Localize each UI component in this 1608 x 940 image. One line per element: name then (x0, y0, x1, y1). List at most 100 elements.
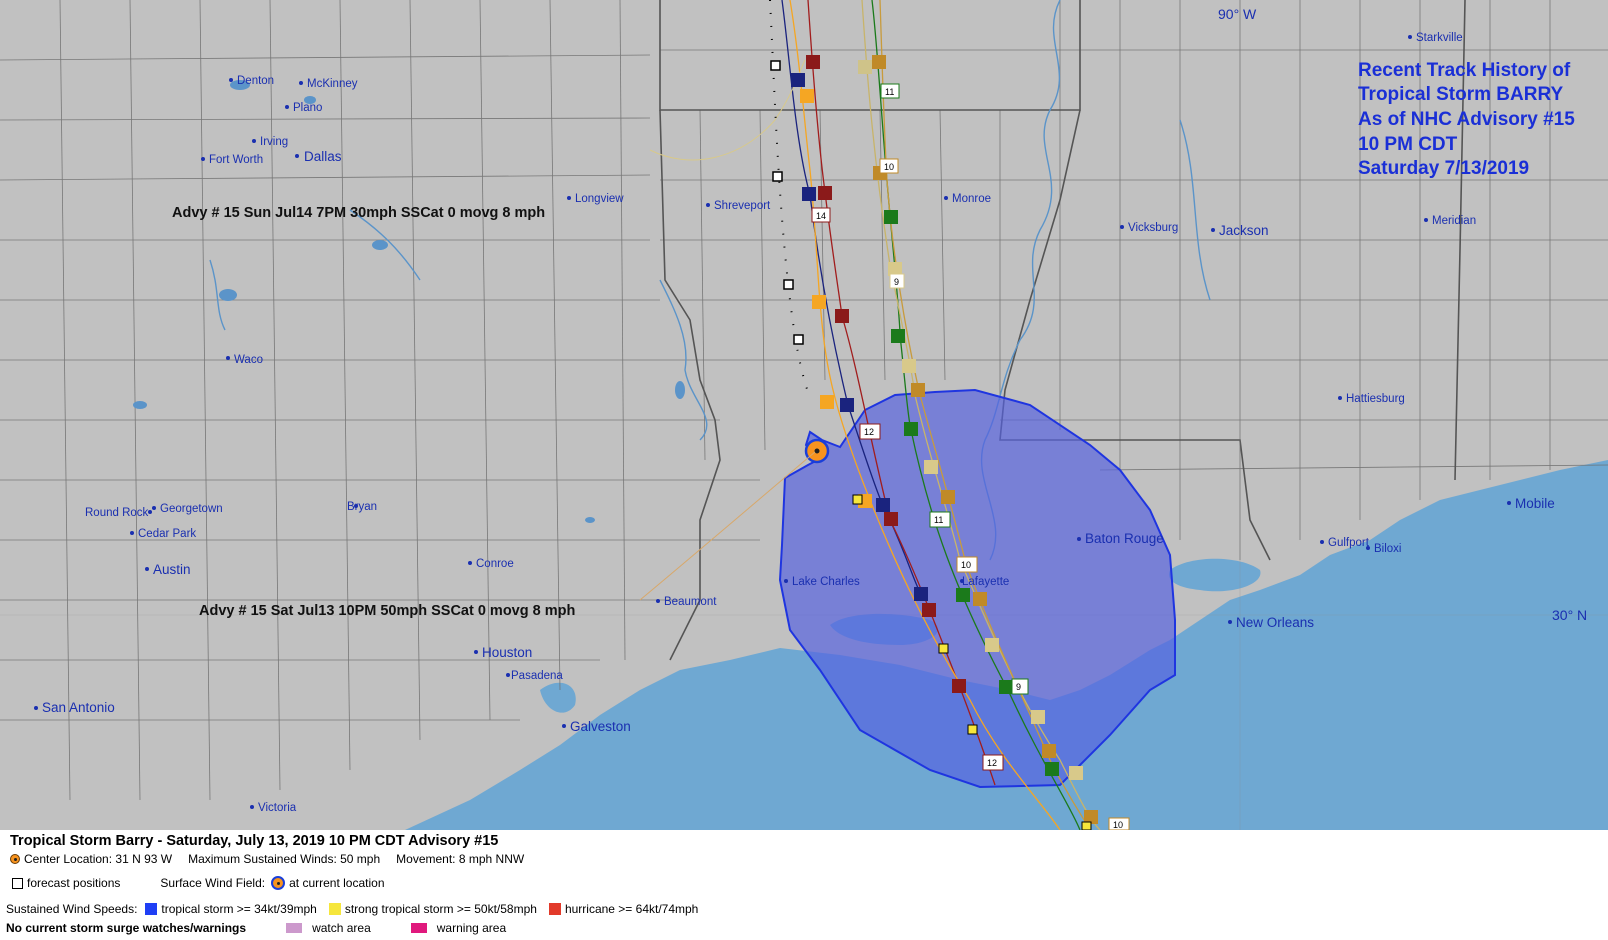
city-label: Meridian (1432, 215, 1476, 227)
track-point (985, 638, 999, 652)
hurricane-swatch (548, 903, 561, 915)
watch-area-label: watch area (312, 921, 371, 935)
city-label: Round Rock (85, 507, 149, 519)
title-line: Recent Track History of (1358, 60, 1571, 81)
forecast-point (967, 724, 978, 735)
forecast-point (783, 279, 794, 290)
city-label: Waco (234, 354, 263, 366)
title-line: Tropical Storm BARRY (1358, 84, 1563, 105)
city-label: Austin (153, 562, 191, 577)
city-label: Monroe (952, 193, 991, 205)
lon-label: 90° W (1218, 6, 1257, 22)
track-point (924, 460, 938, 474)
current-location-icon (271, 876, 286, 890)
legend-row-wind-speeds: Sustained Wind Speeds: tropical storm >=… (6, 902, 698, 916)
hurricane-label: hurricane >= 64kt/74mph (564, 902, 699, 916)
track-point (922, 603, 936, 617)
city-label: Galveston (570, 719, 631, 734)
city-label: Pasadena (511, 670, 563, 682)
track-line-tan-thin-2 (639, 451, 816, 601)
city-label: Hattiesburg (1346, 393, 1405, 405)
sustained-wind-speeds-label: Sustained Wind Speeds: (6, 902, 138, 916)
track-point (840, 398, 854, 412)
current-center-marker (804, 438, 830, 464)
hour-label: 9 (1016, 682, 1021, 692)
track-point (941, 490, 955, 504)
legend-row-positions: forecast positions Surface Wind Field: a… (12, 876, 385, 890)
track-point (858, 60, 872, 74)
city-label: Fort Worth (209, 154, 263, 166)
city-label: Denton (237, 75, 274, 87)
track-point (820, 395, 834, 409)
forecast-point (772, 171, 783, 182)
city-label: Bryan (347, 501, 377, 513)
track-point (999, 680, 1013, 694)
track-point (1045, 762, 1059, 776)
track-point (791, 73, 805, 87)
track-point (876, 498, 890, 512)
track-line-orange (789, 0, 1061, 830)
forecast-box-icon (12, 877, 23, 889)
hour-label: 14 (816, 211, 826, 221)
hour-label: 12 (987, 758, 997, 768)
city-label: New Orleans (1236, 615, 1314, 630)
city-label: Vicksburg (1128, 222, 1178, 234)
track-point (891, 329, 905, 343)
city-label: McKinney (307, 78, 358, 90)
city-label: Cedar Park (138, 528, 196, 540)
watch-area-swatch (286, 923, 303, 933)
track-point (914, 587, 928, 601)
city-label: Dallas (304, 149, 342, 164)
strong-tropical-storm-swatch (328, 903, 341, 915)
city-label: Gulfport (1328, 537, 1370, 549)
hour-label: 11 (934, 515, 943, 525)
map-title-block: Recent Track History of Tropical Storm B… (1358, 60, 1575, 179)
track-hour-labels: 11 10 14 9 12 11 10 9 12 10 (811, 83, 1130, 830)
tropical-storm-label: tropical storm >= 34kt/39mph (161, 902, 317, 916)
city-labels: Denton McKinney Plano Irving Fort Worth … (34, 32, 1555, 814)
track-point (1084, 810, 1098, 824)
track-point (812, 295, 826, 309)
track-point (884, 210, 898, 224)
track-point (818, 186, 832, 200)
track-point (952, 679, 966, 693)
track-point (902, 359, 916, 373)
city-label: Lafayette (962, 576, 1009, 588)
legend-title: Tropical Storm Barry - Saturday, July 13… (10, 833, 499, 849)
title-line: As of NHC Advisory #15 (1358, 109, 1575, 130)
city-label: Jackson (1219, 223, 1269, 238)
advisory-annotation-forecast: Advy # 15 Sun Jul14 7PM 30mph SSCat 0 mo… (172, 205, 545, 221)
forecast-point (770, 60, 781, 71)
at-current-location-label: at current location (289, 876, 385, 890)
track-point (904, 422, 918, 436)
track-point (884, 512, 898, 526)
forecast-positions-label: forecast positions (27, 876, 121, 890)
gulf-of-mexico (405, 460, 1608, 830)
tropical-storm-swatch (145, 903, 158, 915)
track-point (802, 187, 816, 201)
city-label: San Antonio (42, 700, 115, 715)
hour-label: 11 (885, 87, 894, 97)
city-label: Georgetown (160, 503, 223, 515)
city-label: Beaumont (664, 596, 717, 608)
city-label: Biloxi (1374, 543, 1401, 555)
track-point (888, 262, 902, 276)
city-label: Shreveport (714, 200, 771, 212)
city-label: Houston (482, 645, 532, 660)
track-point (800, 89, 814, 103)
forecast-point (938, 643, 949, 654)
track-point (872, 55, 886, 69)
warning-area-label: warning area (436, 921, 507, 935)
track-point (973, 592, 987, 606)
title-line: Saturday 7/13/2019 (1358, 158, 1529, 179)
hour-label: 10 (1113, 820, 1123, 830)
city-label: Mobile (1515, 496, 1555, 511)
forecast-point (793, 334, 804, 345)
strong-tropical-storm-label: strong tropical storm >= 50kt/58mph (344, 902, 537, 916)
legend-row-surge: No current storm surge watches/warnings … (6, 921, 506, 935)
legend-panel: Tropical Storm Barry - Saturday, July 13… (0, 830, 1608, 940)
forecast-point (1081, 821, 1092, 830)
surge-status: No current storm surge watches/warnings (6, 921, 247, 935)
forecast-point (852, 494, 863, 505)
center-location-icon (10, 854, 20, 864)
